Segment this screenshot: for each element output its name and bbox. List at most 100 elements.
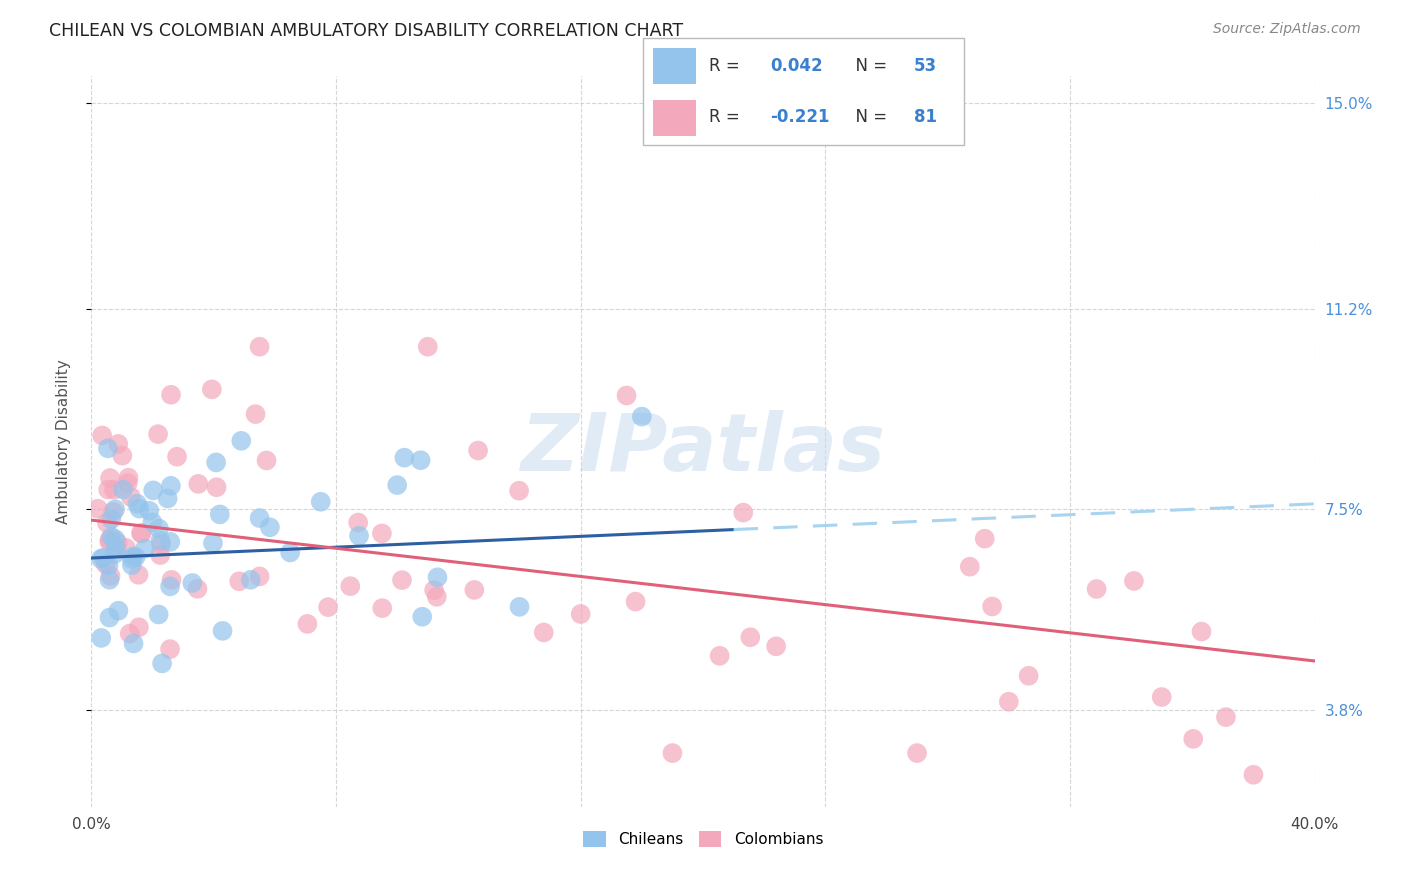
Point <box>631 409 654 424</box>
Point <box>111 449 134 463</box>
Point <box>149 548 172 562</box>
Point <box>127 497 149 511</box>
Point <box>94 558 117 572</box>
Point <box>117 475 139 490</box>
Point <box>624 594 647 608</box>
Point <box>249 340 271 354</box>
Point <box>316 600 339 615</box>
Text: ZIPatlas: ZIPatlas <box>520 409 886 488</box>
Point <box>160 479 183 493</box>
FancyBboxPatch shape <box>652 101 696 136</box>
Point <box>159 579 181 593</box>
Text: Source: ZipAtlas.com: Source: ZipAtlas.com <box>1213 22 1361 37</box>
Point <box>905 746 928 760</box>
Point <box>104 502 127 516</box>
Point <box>1085 582 1108 596</box>
Point <box>104 541 127 556</box>
Point <box>426 570 449 584</box>
FancyBboxPatch shape <box>643 38 963 145</box>
Point <box>616 388 638 402</box>
Point <box>98 573 121 587</box>
Point <box>1150 690 1173 704</box>
Point <box>91 428 114 442</box>
Text: 81: 81 <box>914 108 936 126</box>
Y-axis label: Ambulatory Disability: Ambulatory Disability <box>56 359 70 524</box>
Point <box>201 536 224 550</box>
Point <box>97 442 120 456</box>
Text: N =: N = <box>845 57 891 75</box>
Point <box>107 604 129 618</box>
Point <box>90 551 112 566</box>
Point <box>138 504 160 518</box>
Point <box>278 545 301 559</box>
Point <box>208 508 231 522</box>
Text: 53: 53 <box>914 57 936 75</box>
Point <box>371 601 394 615</box>
Point <box>134 541 156 556</box>
Point <box>98 533 121 547</box>
FancyBboxPatch shape <box>652 48 696 84</box>
Point <box>998 695 1021 709</box>
Point <box>371 526 394 541</box>
Text: 0.042: 0.042 <box>770 57 823 75</box>
Point <box>973 532 995 546</box>
Point <box>201 382 224 396</box>
Point <box>100 512 122 526</box>
Point <box>87 501 110 516</box>
Point <box>1191 624 1213 639</box>
Point <box>97 483 120 497</box>
Point <box>740 630 762 644</box>
Point <box>141 515 163 529</box>
Point <box>508 483 530 498</box>
Point <box>100 530 122 544</box>
Point <box>131 526 153 541</box>
Point <box>391 573 413 587</box>
Point <box>159 642 181 657</box>
Point <box>228 574 250 589</box>
Point <box>1182 731 1205 746</box>
Point <box>156 491 179 506</box>
Point <box>149 533 172 548</box>
Point <box>129 526 152 541</box>
Point <box>205 455 228 469</box>
Point <box>122 636 145 650</box>
Point <box>411 609 433 624</box>
Point <box>297 616 319 631</box>
Point <box>117 471 139 485</box>
Point <box>100 569 122 583</box>
Point <box>661 746 683 760</box>
Point <box>309 495 332 509</box>
Point <box>709 648 731 663</box>
Point <box>159 534 181 549</box>
Point <box>103 547 125 561</box>
Point <box>166 450 188 464</box>
Point <box>463 582 485 597</box>
Point <box>160 388 183 402</box>
Point <box>128 501 150 516</box>
Point <box>347 516 370 530</box>
Point <box>98 610 121 624</box>
Point <box>120 490 142 504</box>
Point <box>115 541 138 555</box>
Point <box>339 579 361 593</box>
Point <box>96 516 118 530</box>
Point <box>423 583 446 598</box>
Point <box>467 443 489 458</box>
Point <box>146 427 169 442</box>
Point <box>259 520 281 534</box>
Point <box>765 640 787 654</box>
Point <box>103 483 125 497</box>
Point <box>128 620 150 634</box>
Point <box>1122 574 1144 588</box>
Point <box>121 551 143 566</box>
Point <box>416 340 439 354</box>
Point <box>245 407 267 421</box>
Point <box>569 607 592 621</box>
Point <box>98 534 121 549</box>
Point <box>104 532 127 546</box>
Point <box>124 549 146 564</box>
Point <box>256 453 278 467</box>
Point <box>107 437 129 451</box>
Point <box>509 599 531 614</box>
Point <box>1243 768 1265 782</box>
